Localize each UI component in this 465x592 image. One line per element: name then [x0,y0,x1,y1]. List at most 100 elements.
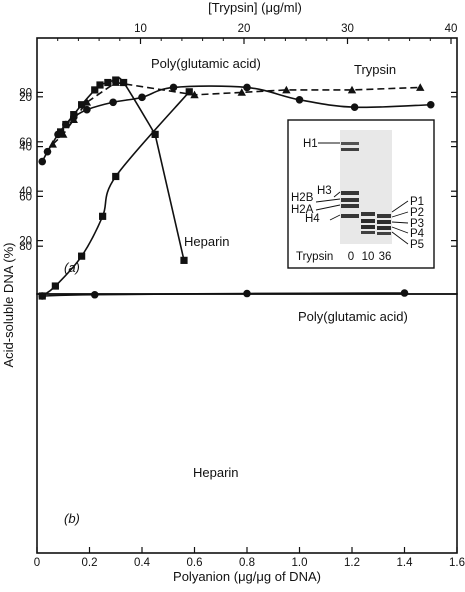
inset-leader-left-1 [333,191,341,198]
data-point-a-square-10 [180,256,188,264]
x-tick-label-0.4: 0.4 [134,557,151,569]
gel-band-lane1-2 [361,225,375,229]
data-point-a-triangle-5 [190,90,199,99]
x-tick-label-1: 1.0 [292,557,308,569]
inset-left-label-h4: H4 [305,213,320,225]
inset-left-label-h2a: H2A [291,204,314,216]
y-tick-label-a-20: 20 [19,236,32,248]
x-tick-label-1.2: 1.2 [344,557,360,569]
y-tick-label-b-40: 40 [19,142,32,154]
x-tick-label-1.4: 1.4 [397,557,414,569]
gel-band-lane2-3 [377,232,391,235]
gel-band-lane0-1 [341,148,359,151]
top-tick-label-20: 20 [238,23,251,35]
data-point-a-square-3 [78,101,86,109]
inset-leader-right-3 [391,226,409,234]
gel-band-lane1-3 [361,231,375,234]
y-tick-label-a-40: 40 [19,186,32,198]
y-axis-label: Acid-soluble DNA (%) [1,243,16,368]
data-point-a-square-1 [62,120,70,129]
data-point-a-circle-10 [295,96,304,104]
data-point-a-triangle-8 [347,85,357,94]
series-label-b-heparin: Heparin [193,465,239,480]
x-tick-label-1.6: 1.6 [449,557,465,569]
data-point-a-circle-9 [243,83,251,92]
data-point-a-square-6 [104,78,112,87]
y-tick-label-b-60: 60 [19,191,32,203]
top-tick-label-10: 10 [134,23,147,35]
data-point-a-square-0 [57,128,65,136]
inset-left-label-h3: H3 [317,185,332,197]
top-tick-label-40: 40 [445,23,458,35]
data-point-a-square-9 [151,130,159,138]
data-point-a-triangle-7 [282,85,291,94]
inset-leader-right-1 [391,211,409,218]
inset-right-label-p1: P1 [410,196,424,208]
gel-band-lane1-0 [361,212,375,216]
top-tick-label-30: 30 [341,23,354,35]
data-point-a-triangle-9 [416,83,425,91]
data-point-a-circle-6 [109,98,117,107]
x-axis-label: Polyanion (μg/μg of DNA) [173,569,321,584]
panel-b-frame [36,293,458,554]
data-point-b-square-5 [185,88,193,96]
data-point-a-triangle-2 [69,115,78,123]
data-point-a-circle-1 [43,147,52,156]
gel-band-lane2-0 [377,214,391,218]
inset-right-label-p4: P4 [410,228,425,240]
data-point-a-circle-8 [169,83,178,92]
gel-band-lane0-3 [341,198,359,202]
x-tick-label-0.8: 0.8 [239,557,255,569]
data-point-a-square-7 [112,76,120,84]
inset-leader-left-2 [315,198,341,203]
inset-lane-label-10: 10 [362,251,375,263]
data-point-b-circle-1 [90,290,99,299]
panel-a-label: (a) [64,260,80,275]
y-tick-label-a-80: 80 [19,87,32,99]
data-point-a-circle-7 [138,93,146,102]
gel-band-lane2-1 [377,220,391,224]
data-point-b-square-0 [38,292,46,300]
inset-xlabel: Trypsin [296,251,333,263]
data-point-b-square-1 [51,282,59,290]
x-tick-label-0.6: 0.6 [187,557,203,569]
series-label-a-poly-glutamic-acid: Poly(glutamic acid) [151,56,261,71]
data-point-a-circle-12 [426,100,435,109]
data-point-b-circle-3 [400,289,409,297]
data-point-a-square-2 [70,111,78,119]
inset-leader-left-3 [315,204,341,211]
gel-band-lane0-5 [341,214,359,218]
gel-band-lane2-2 [377,226,391,230]
gel-band-lane0-2 [341,191,359,195]
data-point-b-circle-2 [243,289,251,298]
data-point-a-square-5 [96,81,104,89]
gel-band-lane0-0 [341,142,359,145]
gel-band-lane1-1 [361,219,375,223]
inset-right-label-p2: P2 [410,207,424,219]
inset-left-label-h2b: H2B [291,192,314,204]
inset-lane-label-0: 0 [348,251,354,263]
series-label-b-poly-glutamic-acid: Poly(glutamic acid) [298,309,408,324]
inset-left-label-h1: H1 [303,138,318,150]
data-point-a-triangle-0 [48,140,57,148]
y-tick-label-b-20: 20 [19,92,32,104]
panel-b-label: (b) [64,511,80,526]
data-point-a-square-8 [120,78,128,87]
inset-leader-right-2 [391,221,409,224]
x-tick-label-0.2: 0.2 [82,557,98,569]
x-tick-label-0: 0 [34,557,40,569]
data-point-a-circle-11 [350,103,359,112]
inset-leader-right-4 [391,231,409,245]
data-point-a-triangle-6 [237,88,246,96]
data-point-b-square-3 [99,212,107,220]
data-point-a-square-4 [91,86,99,94]
inset-right-label-p5: P5 [410,239,424,251]
top-axis-label: [Trypsin] (μg/ml) [208,0,302,15]
inset-right-label-p3: P3 [410,218,424,230]
y-tick-label-b-80: 80 [19,241,32,253]
series-label-a-trypsin: Trypsin [354,62,396,77]
